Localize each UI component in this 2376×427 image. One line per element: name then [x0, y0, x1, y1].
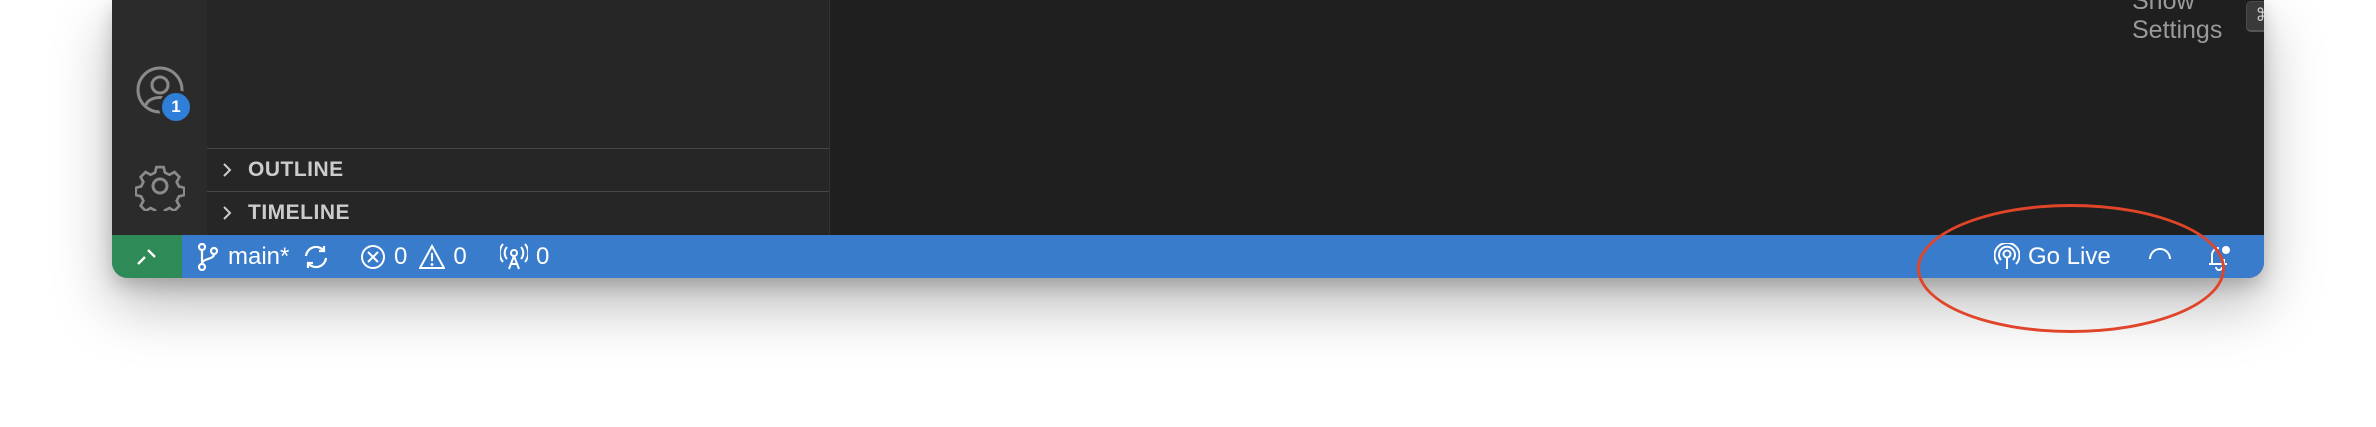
git-branch-icon: [197, 242, 219, 271]
sidebar-section-label: TIMELINE: [248, 200, 350, 224]
sync-icon: [304, 245, 328, 268]
broadcast-icon: [500, 242, 528, 269]
warning-count: 0: [453, 242, 467, 270]
sidebar-section-timeline[interactable]: TIMELINE: [207, 191, 829, 233]
remote-indicator-button[interactable]: [112, 235, 182, 278]
ports-count: 0: [536, 242, 550, 270]
problems-button[interactable]: 0 0: [360, 235, 467, 278]
activity-bar: 1: [112, 0, 207, 235]
chevron-right-icon: [223, 162, 232, 177]
sidebar-section-outline[interactable]: OUTLINE: [207, 148, 829, 190]
remote-icon: [137, 248, 156, 265]
bell-dot-icon: [2209, 245, 2230, 271]
show-settings-hint: Show Settings ⌘ ,: [2132, 0, 2264, 44]
spinner-icon: [2149, 247, 2171, 259]
error-icon: [361, 244, 385, 269]
sidebar: OUTLINE TIMELINE: [207, 0, 830, 235]
shortcut-key-cmd: ⌘: [2246, 0, 2264, 32]
status-bar: main* 0: [112, 235, 2264, 278]
chevron-right-icon: [223, 205, 232, 220]
ports-button[interactable]: 0: [500, 235, 549, 278]
loading-spinner: [2147, 235, 2173, 278]
branch-button[interactable]: main*: [196, 235, 289, 278]
go-live-label: Go Live: [2028, 242, 2111, 270]
branch-label: main*: [228, 242, 290, 270]
error-count: 0: [394, 242, 408, 270]
gear-icon[interactable]: [134, 160, 186, 212]
accounts-badge: 1: [159, 90, 193, 124]
vscode-window: 1 OUTLINE TIMELINE Show Settings: [112, 0, 2264, 278]
broadcast-icon: [1994, 242, 2020, 269]
sidebar-section-label: OUTLINE: [248, 157, 344, 181]
sync-button[interactable]: [302, 235, 330, 278]
show-settings-label: Show Settings: [2132, 0, 2223, 44]
go-live-button[interactable]: Go Live: [1994, 235, 2111, 278]
notifications-button[interactable]: [2205, 235, 2233, 278]
warning-icon: [419, 243, 446, 269]
editor-area: Show Settings ⌘ ,: [830, 0, 2264, 235]
